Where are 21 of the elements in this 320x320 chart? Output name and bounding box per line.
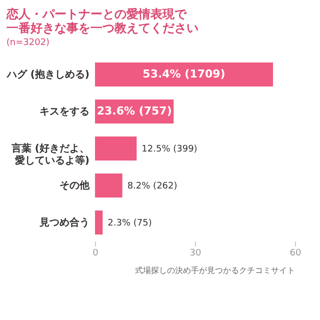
- x-tick-label: 60: [290, 248, 302, 258]
- bar: [95, 62, 273, 86]
- y-tick-label: 言葉 (好きだよ、愛しているよ等): [10, 142, 90, 166]
- y-tick-label: キスをする: [40, 106, 90, 118]
- y-tick-label: その他: [60, 180, 90, 192]
- data-label: 2.3% (75): [108, 218, 152, 228]
- data-label: 12.5% (399): [142, 144, 198, 154]
- bar: [95, 210, 103, 234]
- x-tick-label: 30: [190, 248, 202, 258]
- data-label: 23.6% (757): [96, 104, 172, 118]
- data-label: 8.2% (262): [127, 182, 178, 192]
- bar: [95, 174, 122, 198]
- bar: [95, 136, 137, 160]
- y-tick-label: ハグ (抱きしめる): [6, 68, 90, 80]
- chart-subtitle: (n=3202): [6, 38, 50, 48]
- text: 恋人・パートナーとの愛情表現で: [6, 7, 186, 21]
- y-tick-label: 見つめ合う: [38, 216, 90, 228]
- data-label: 53.4% (1709): [142, 68, 226, 80]
- text: 一番好きな事を一つ教えてください: [6, 21, 198, 35]
- text: 式場探しの決め手が見つかるクチコミサイト: [135, 266, 295, 275]
- x-tick-label: 0: [92, 248, 99, 258]
